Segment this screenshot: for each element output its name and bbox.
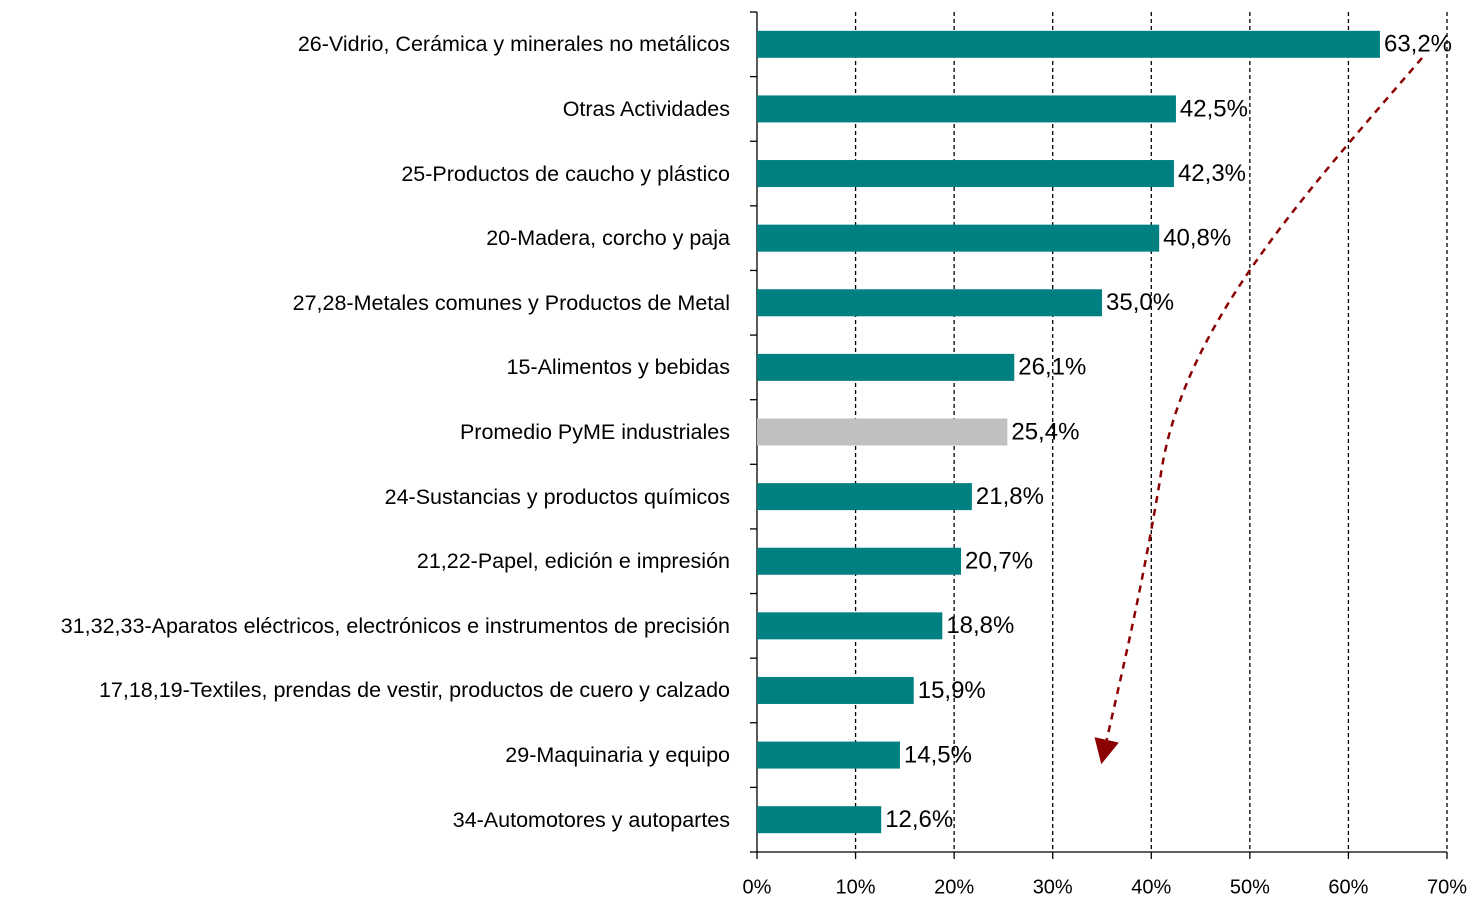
x-tick-label: 40%	[1131, 876, 1171, 898]
x-tick-label: 60%	[1328, 876, 1368, 898]
value-label: 25,4%	[1011, 418, 1079, 445]
value-label: 12,6%	[885, 806, 953, 833]
y-tick-label: 26-Vidrio, Cerámica y minerales no metál…	[297, 32, 730, 57]
bar	[757, 806, 882, 834]
y-tick-label: 21,22-Papel, edición e impresión	[416, 549, 730, 574]
bar	[757, 353, 1015, 381]
bar	[757, 612, 943, 640]
y-tick-label: 31,32,33-Aparatos eléctricos, electrónic…	[60, 613, 730, 638]
bar	[757, 418, 1008, 446]
x-tick-label: 50%	[1230, 876, 1270, 898]
value-label: 42,3%	[1178, 160, 1246, 187]
value-label: 21,8%	[976, 483, 1044, 510]
bar	[757, 483, 972, 511]
value-label: 42,5%	[1180, 95, 1248, 122]
trend-arrow	[1094, 57, 1423, 765]
x-tick-label: 30%	[1033, 876, 1073, 898]
y-tick-label: 20-Madera, corcho y paja	[486, 226, 730, 251]
value-label: 18,8%	[946, 612, 1014, 639]
x-tick-label: 10%	[836, 876, 876, 898]
value-label: 15,9%	[918, 677, 986, 704]
y-tick-label: 25-Productos de caucho y plástico	[401, 161, 730, 186]
y-tick-label: 17,18,19-Textiles, prendas de vestir, pr…	[98, 678, 730, 703]
y-tick-label: 34-Automotores y autopartes	[452, 807, 730, 832]
y-tick-label: 15-Alimentos y bebidas	[506, 355, 730, 380]
value-label: 40,8%	[1163, 224, 1231, 251]
value-label: 26,1%	[1018, 354, 1086, 381]
x-tick-label: 20%	[934, 876, 974, 898]
y-tick-label: 27,28-Metales comunes y Productos de Met…	[292, 290, 730, 315]
bar	[757, 224, 1160, 252]
bar	[757, 95, 1176, 123]
bar	[757, 547, 962, 575]
value-label: 20,7%	[965, 548, 1033, 575]
value-label: 63,2%	[1384, 31, 1452, 58]
bar	[757, 676, 914, 704]
x-tick-label: 0%	[743, 876, 772, 898]
bar	[757, 741, 900, 769]
bar	[757, 160, 1174, 188]
value-label: 35,0%	[1106, 289, 1174, 316]
y-tick-label: Promedio PyME industriales	[459, 420, 730, 444]
y-tick-label: Otras Actividades	[562, 96, 730, 121]
bar	[757, 289, 1102, 317]
y-tick-label: 24-Sustancias y productos químicos	[384, 484, 730, 509]
y-tick-label: 29-Maquinaria y equipo	[505, 743, 730, 768]
x-tick-label: 70%	[1427, 876, 1467, 898]
bar	[757, 30, 1380, 58]
value-label: 14,5%	[904, 741, 972, 768]
